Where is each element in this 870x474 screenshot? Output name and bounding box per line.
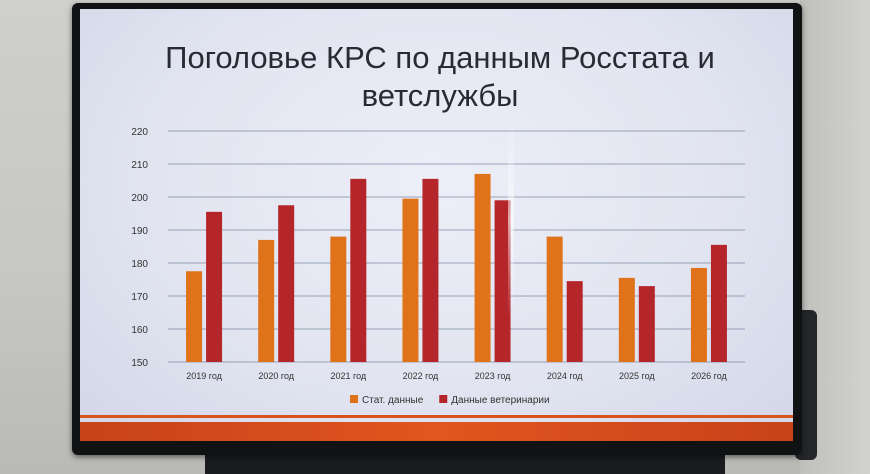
x-tick-label: 2025 год <box>619 371 655 381</box>
slide-footer-bar <box>80 422 793 441</box>
y-tick-label: 210 <box>131 160 148 171</box>
x-tick-label: 2020 год <box>258 371 294 381</box>
bar <box>350 178 367 362</box>
presentation-slide: Поголовье КРС по данным Росстата и ветсл… <box>80 9 793 441</box>
bar <box>618 277 635 362</box>
bar <box>206 211 223 362</box>
bar <box>186 271 203 362</box>
bar <box>690 267 707 362</box>
y-tick-label: 220 <box>131 127 148 138</box>
x-tick-label: 2021 год <box>330 371 366 381</box>
bar <box>494 200 511 362</box>
y-tick-label: 200 <box>131 193 148 204</box>
bar-chart: 150 160 170 180 190 200 210 220 2019 год 2020 год… <box>131 127 745 406</box>
bar <box>566 281 583 362</box>
x-tick-label: 2026 год <box>691 371 727 381</box>
y-tick-label: 170 <box>131 292 148 303</box>
legend-swatch <box>350 395 358 403</box>
bar <box>422 178 439 362</box>
slide-footer-line <box>80 415 793 418</box>
bar <box>258 239 275 362</box>
bar <box>278 205 295 362</box>
x-tick-label: 2022 год <box>403 371 439 381</box>
bar <box>638 286 655 362</box>
bar <box>330 236 347 362</box>
x-tick-label: 2019 год <box>186 371 222 381</box>
legend-swatch <box>439 395 448 403</box>
bar <box>474 173 491 362</box>
x-tick-label: 2024 год <box>547 371 583 381</box>
legend-label: Данные ветеринарии <box>451 395 549 406</box>
y-tick-label: 150 <box>131 358 148 369</box>
y-tick-label: 190 <box>131 226 148 237</box>
x-tick-label: 2023 год <box>475 371 511 381</box>
y-tick-label: 160 <box>131 325 148 336</box>
y-tick-label: 180 <box>131 259 148 270</box>
legend-label: Стат. данные <box>362 395 424 406</box>
chart-title: Поголовье КРС по данным Росстата и ветсл… <box>165 40 715 113</box>
bar <box>546 236 563 362</box>
screen-glare <box>508 119 514 319</box>
bar <box>402 198 419 362</box>
bar <box>710 244 727 362</box>
